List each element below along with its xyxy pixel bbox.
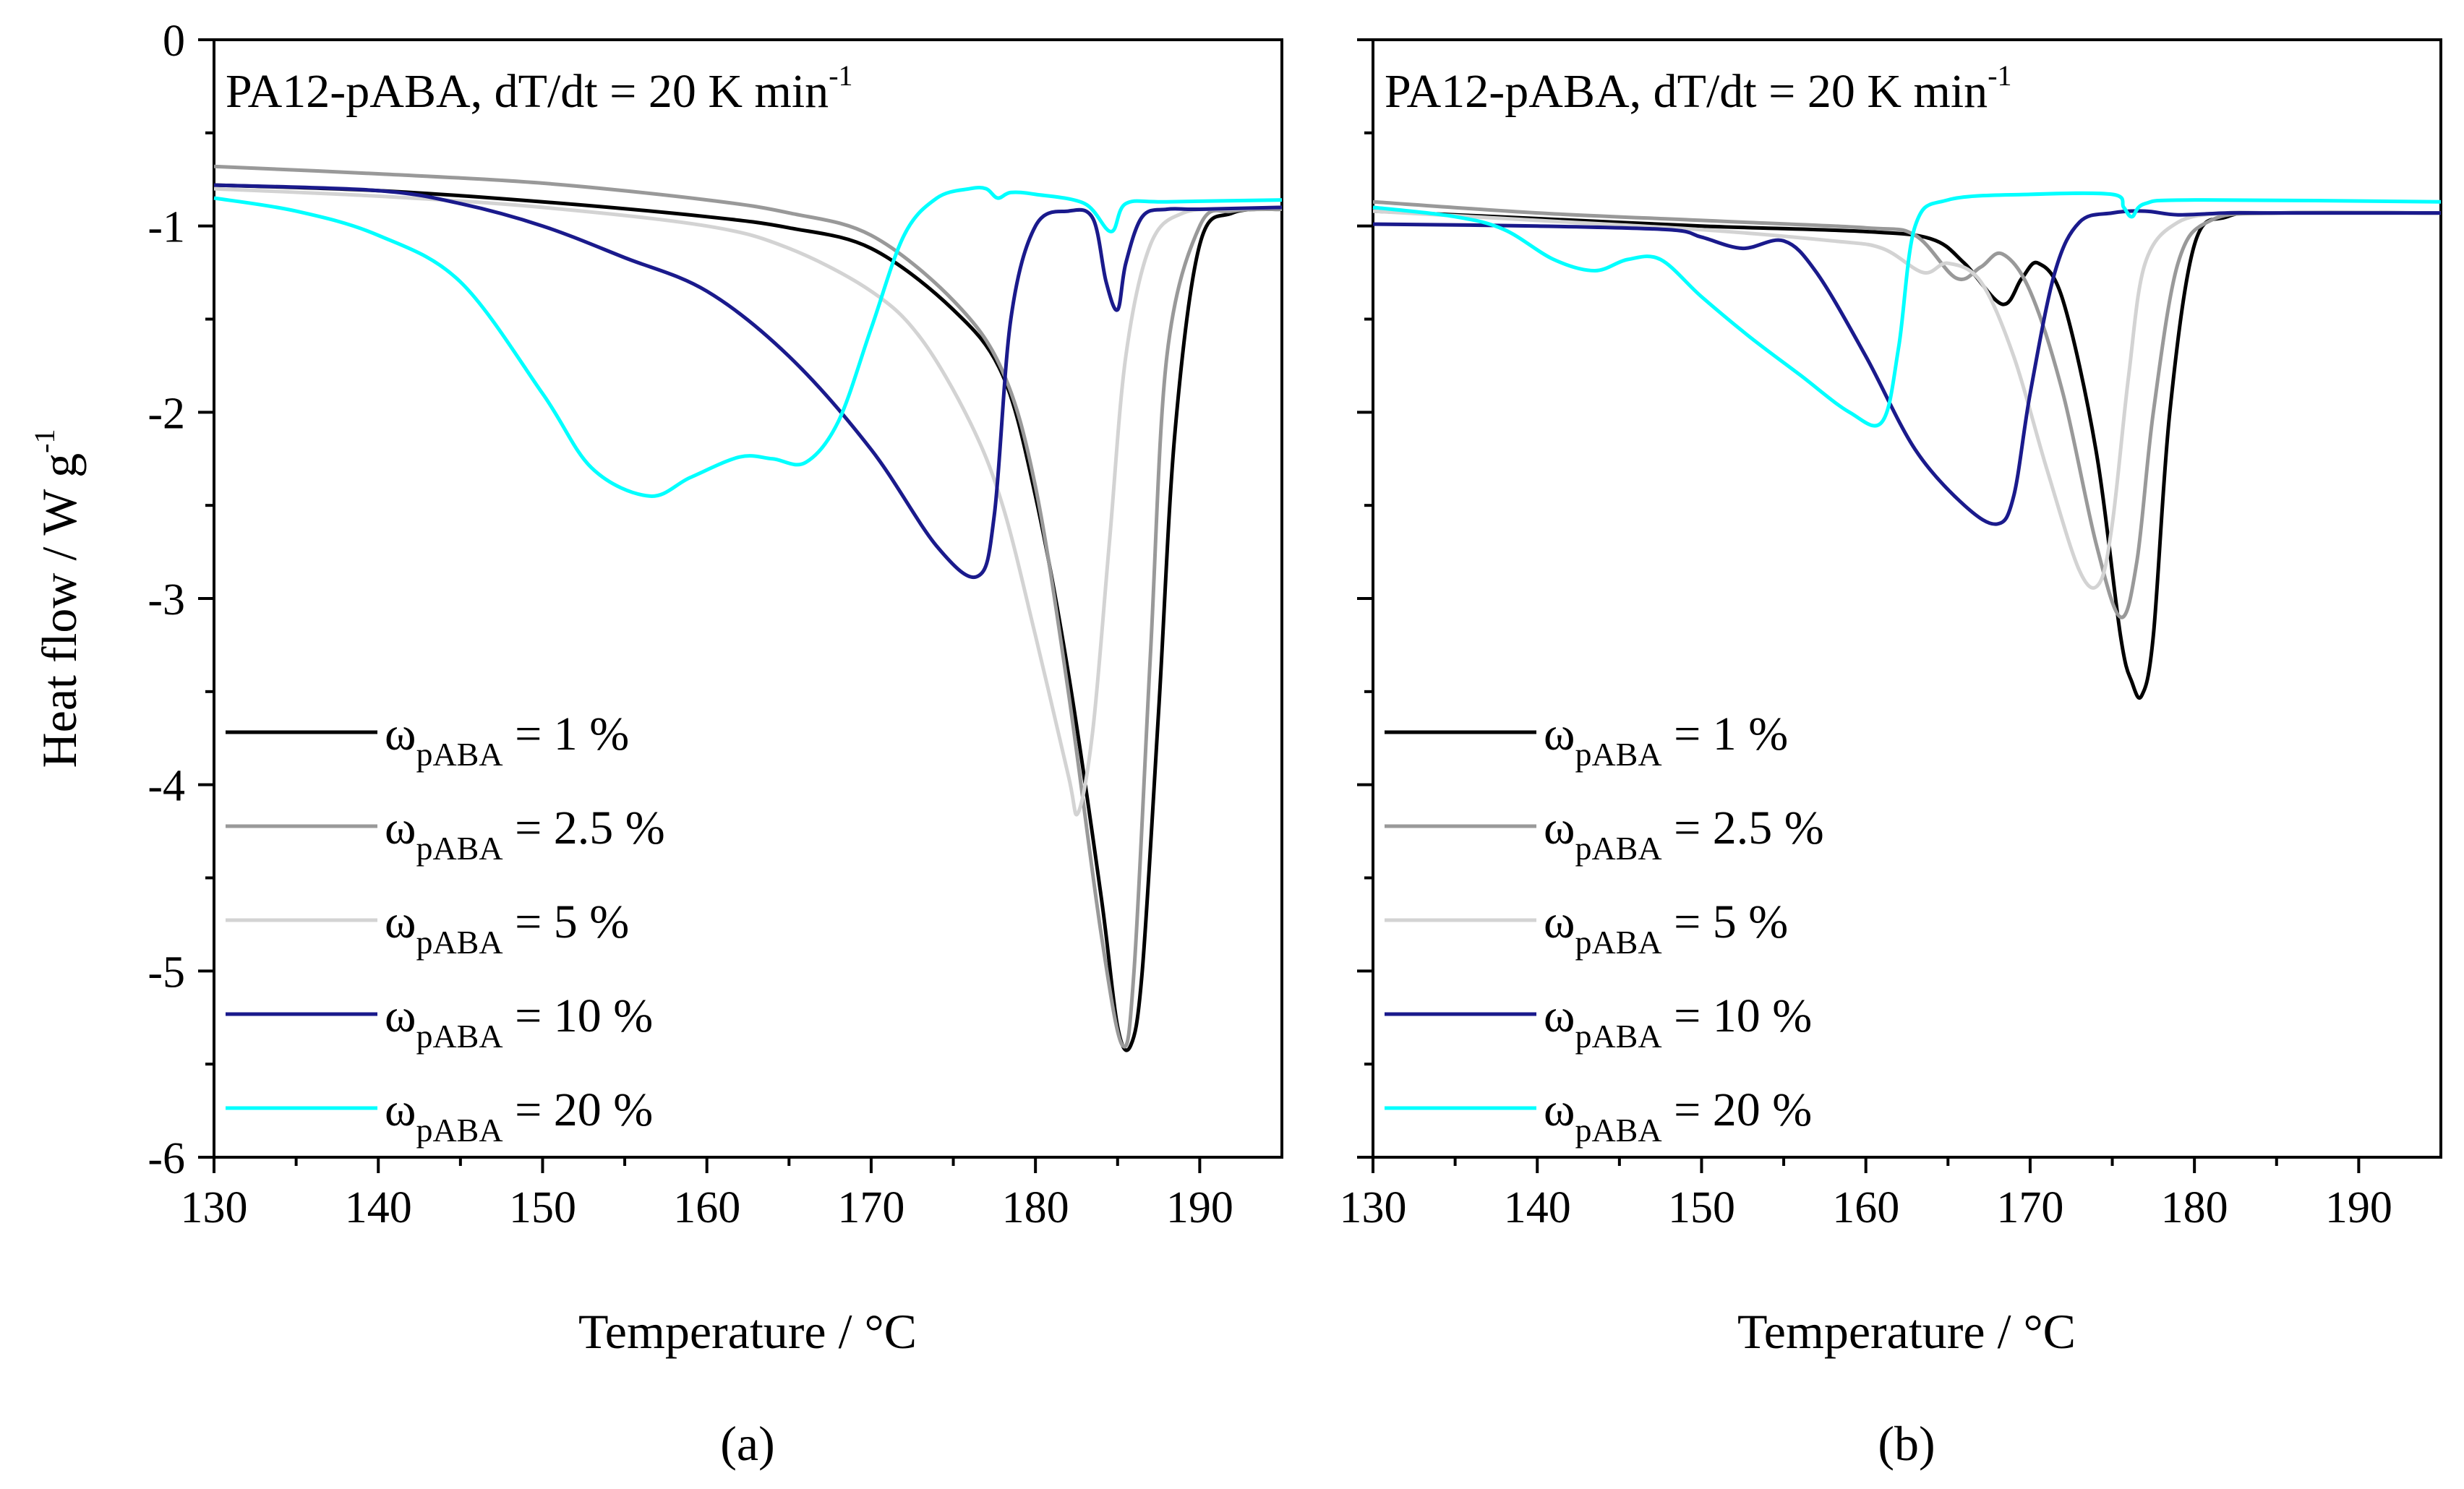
legend-subscript: pABA	[1575, 924, 1661, 961]
y-tick-label: -1	[147, 203, 185, 252]
series-line	[213, 183, 1283, 1052]
x-tick-label: 150	[1668, 1183, 1735, 1232]
legend-value: = 10 %	[1662, 990, 1813, 1042]
y-tick-label: 0	[163, 17, 185, 66]
legend-subscript: pABA	[416, 1112, 502, 1149]
panel-title-main: PA12-pABA, dT/dt = 20 K min	[1385, 65, 1988, 118]
y-axis-title-superscript: -1	[28, 429, 61, 453]
x-tick-label: 150	[509, 1183, 576, 1232]
y-tick-label: -3	[147, 575, 185, 625]
legend-value: = 20 %	[1662, 1084, 1813, 1136]
legend-entry: ωpABA = 5 %	[1544, 896, 1788, 961]
x-axis-title: Temperature / °C	[578, 1304, 917, 1359]
legend-subscript: pABA	[1575, 1112, 1661, 1149]
legend-symbol: ω	[385, 990, 416, 1042]
panel-title-main: PA12-pABA, dT/dt = 20 K min	[226, 65, 829, 118]
x-tick-label: 190	[1166, 1183, 1233, 1232]
series-line	[1372, 209, 2442, 700]
legend: ωpABA = 1 %ωpABA = 2.5 %ωpABA = 5 %ωpABA…	[226, 708, 665, 1149]
legend-entry: ωpABA = 1 %	[1544, 708, 1788, 773]
legend-value: = 1 %	[1662, 708, 1789, 760]
legend-value: = 5 %	[1662, 896, 1789, 948]
x-tick-label: 130	[181, 1183, 248, 1232]
legend-symbol: ω	[385, 708, 416, 760]
panel-title-superscript: -1	[829, 59, 852, 92]
legend-symbol: ω	[385, 1084, 416, 1136]
y-tick-label: -6	[147, 1134, 185, 1183]
panel-title-superscript: -1	[1988, 59, 2011, 92]
legend-value: = 1 %	[503, 708, 630, 760]
panel-label-b: (b)	[1878, 1416, 1935, 1471]
x-tick-label: 160	[673, 1183, 740, 1232]
legend-value: = 20 %	[503, 1084, 654, 1136]
legend: ωpABA = 1 %ωpABA = 2.5 %ωpABA = 5 %ωpABA…	[1385, 708, 1824, 1149]
y-tick-label: -5	[147, 948, 185, 997]
panel-title: PA12-pABA, dT/dt = 20 K min-1	[1385, 59, 2012, 118]
legend-entry: ωpABA = 10 %	[1544, 990, 1812, 1055]
series-line	[1372, 209, 2441, 590]
legend-symbol: ω	[385, 896, 416, 948]
x-tick-label: 180	[2161, 1183, 2228, 1232]
panel-label-a: (a)	[720, 1416, 774, 1471]
legend-symbol: ω	[1544, 708, 1575, 760]
legend-entry: ωpABA = 20 %	[1544, 1084, 1812, 1149]
panel-title: PA12-pABA, dT/dt = 20 K min-1	[226, 59, 853, 118]
x-tick-label: 170	[1996, 1183, 2063, 1232]
legend-subscript: pABA	[1575, 736, 1661, 773]
legend-value: = 5 %	[503, 896, 630, 948]
legend-subscript: pABA	[1575, 1018, 1661, 1055]
legend-subscript: pABA	[1575, 830, 1661, 867]
x-tick-label: 190	[2325, 1183, 2392, 1232]
series-line	[213, 164, 1283, 1049]
legend-symbol: ω	[1544, 1084, 1575, 1136]
x-tick-label: 140	[1504, 1183, 1571, 1232]
legend-value: = 2.5 %	[1662, 802, 1824, 854]
legend-subscript: pABA	[416, 736, 502, 773]
chart-panel-b: 130 140 150 160 170 180 190 ωpABA = 1 %ωpABA =…	[1340, 38, 2442, 1471]
legend-entry: ωpABA = 2.5 %	[1544, 802, 1824, 867]
x-tick-label: 170	[837, 1183, 904, 1232]
legend-symbol: ω	[1544, 896, 1575, 948]
legend-entry: ωpABA = 2.5 %	[385, 802, 665, 867]
legend-entry: ωpABA = 10 %	[385, 990, 653, 1055]
legend-symbol: ω	[385, 802, 416, 854]
axis-ticks: 130 140 150 160 170 180 190	[1340, 38, 2392, 1232]
legend-entry: ωpABA = 20 %	[385, 1084, 653, 1149]
y-axis-title-main: Heat flow / W g	[32, 453, 87, 768]
series-line	[1372, 199, 2442, 619]
x-tick-label: 180	[1002, 1183, 1069, 1232]
series-line	[1372, 191, 2442, 428]
data-curves	[213, 164, 1283, 1052]
x-tick-label: 130	[1340, 1183, 1407, 1232]
y-tick-label: -2	[147, 389, 185, 438]
x-tick-label: 140	[345, 1183, 412, 1232]
legend-symbol: ω	[1544, 990, 1575, 1042]
series-line	[213, 186, 1283, 817]
series-line	[1372, 209, 2441, 526]
legend-subscript: pABA	[416, 830, 502, 867]
series-line	[213, 183, 1283, 580]
legend-subscript: pABA	[416, 1018, 502, 1055]
legend-symbol: ω	[1544, 802, 1575, 854]
x-axis-title: Temperature / °C	[1737, 1304, 2076, 1359]
plot-frame	[1372, 38, 2442, 1159]
axis-ticks: 130 140 150 160 170 180 190 0 -1 -2 -3 -4 -5 -6	[147, 17, 1233, 1232]
data-curves	[1372, 191, 2442, 700]
series-line	[213, 186, 1283, 498]
x-tick-label: 160	[1832, 1183, 1899, 1232]
legend-value: = 2.5 %	[503, 802, 665, 854]
y-axis-title: Heat flow / W g-1	[28, 429, 87, 768]
y-tick-label: -4	[147, 762, 185, 811]
legend-subscript: pABA	[416, 924, 502, 961]
legend-entry: ωpABA = 5 %	[385, 896, 629, 961]
legend-value: = 10 %	[503, 990, 654, 1042]
legend-entry: ωpABA = 1 %	[385, 708, 629, 773]
